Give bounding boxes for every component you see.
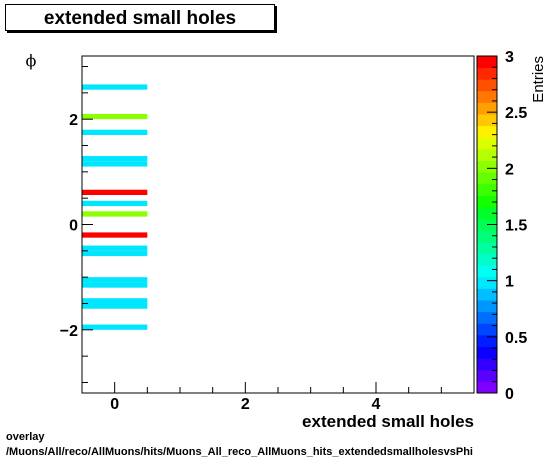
color-scale-segment — [477, 56, 497, 69]
heatmap-cell — [82, 232, 148, 238]
y-axis-label: ϕ — [26, 51, 37, 70]
z-tick-label: 1.5 — [505, 218, 527, 235]
heatmap-cell — [82, 211, 148, 217]
y-tick-label: 2 — [69, 112, 78, 129]
heatmap-cell — [82, 129, 148, 135]
color-scale-segment — [477, 90, 497, 103]
heatmap-cells — [82, 84, 148, 330]
z-tick-label: 0 — [505, 386, 514, 403]
color-scale-segment — [477, 334, 497, 347]
z-tick-label: 3 — [505, 49, 514, 66]
z-tick-label: 2 — [505, 161, 514, 178]
color-scale-segment — [477, 172, 497, 185]
color-scale-segment — [477, 195, 497, 208]
y-tick-label: 0 — [69, 218, 78, 235]
color-scale-segment — [477, 253, 497, 266]
color-scale-segment — [477, 311, 497, 324]
plot-frame — [81, 55, 475, 394]
x-axis-ticks: 0 2 4 — [81, 382, 475, 413]
x-axis-label: extended small holes — [302, 412, 474, 431]
color-scale-segment — [477, 288, 497, 301]
color-scale-segment — [477, 67, 497, 80]
z-tick-label: 1 — [505, 274, 514, 291]
color-scale-segment — [477, 265, 497, 278]
heatmap-cell — [82, 277, 148, 283]
chart-title: extended small holes — [43, 8, 237, 29]
color-scale-segment — [477, 160, 497, 173]
color-scale-segment — [477, 79, 497, 92]
color-scale-segment — [477, 346, 497, 359]
heatmap-cell — [82, 245, 148, 251]
z-tick-label: 2.5 — [505, 105, 527, 122]
color-scale-segment — [477, 114, 497, 127]
title-box: extended small holes — [5, 4, 275, 31]
color-scale-segment — [477, 300, 497, 313]
heatmap-cell — [82, 161, 148, 167]
heatmap-cell — [82, 189, 148, 196]
heatmap-cell — [82, 156, 148, 162]
heatmap-cell — [82, 113, 148, 120]
color-scale-segment — [477, 183, 497, 196]
y-axis-ticks: −2 0 2 — [60, 66, 93, 383]
footer-line-1: overlay — [6, 431, 45, 443]
heatmap-cell — [82, 303, 148, 309]
x-tick-label: 0 — [110, 396, 119, 413]
color-scale-segment — [477, 102, 497, 115]
color-scale-segment — [477, 358, 497, 371]
heatmap-cell — [82, 200, 148, 207]
color-scale-segment — [477, 369, 497, 382]
footer-line-2: /Muons/All/reco/AllMuons/hits/Muons_All_… — [6, 446, 473, 458]
heatmap-cell — [82, 298, 148, 304]
heatmap-cell — [82, 282, 148, 288]
heatmap-cell — [82, 250, 148, 257]
heatmap-cell — [82, 84, 148, 90]
color-scale-segment — [477, 125, 497, 138]
y-tick-label: −2 — [60, 323, 78, 340]
color-scale-segment — [477, 276, 497, 289]
x-tick-label: 2 — [241, 396, 250, 413]
color-scale-bar — [476, 55, 498, 394]
color-scale-ticks: 0 0.5 1 1.5 2 2.5 3 — [487, 49, 527, 403]
color-scale-segment — [477, 323, 497, 336]
color-scale-segment — [477, 148, 497, 161]
x-tick-label: 4 — [372, 396, 381, 413]
color-scale-segment — [477, 241, 497, 254]
heatmap-cell — [82, 324, 148, 330]
color-scale-segment — [477, 381, 497, 394]
color-scale-label: Entries — [530, 56, 546, 103]
color-scale-segment — [477, 207, 497, 220]
z-tick-label: 0.5 — [505, 330, 527, 347]
color-scale-segment — [477, 137, 497, 150]
color-scale-segment — [477, 230, 497, 243]
